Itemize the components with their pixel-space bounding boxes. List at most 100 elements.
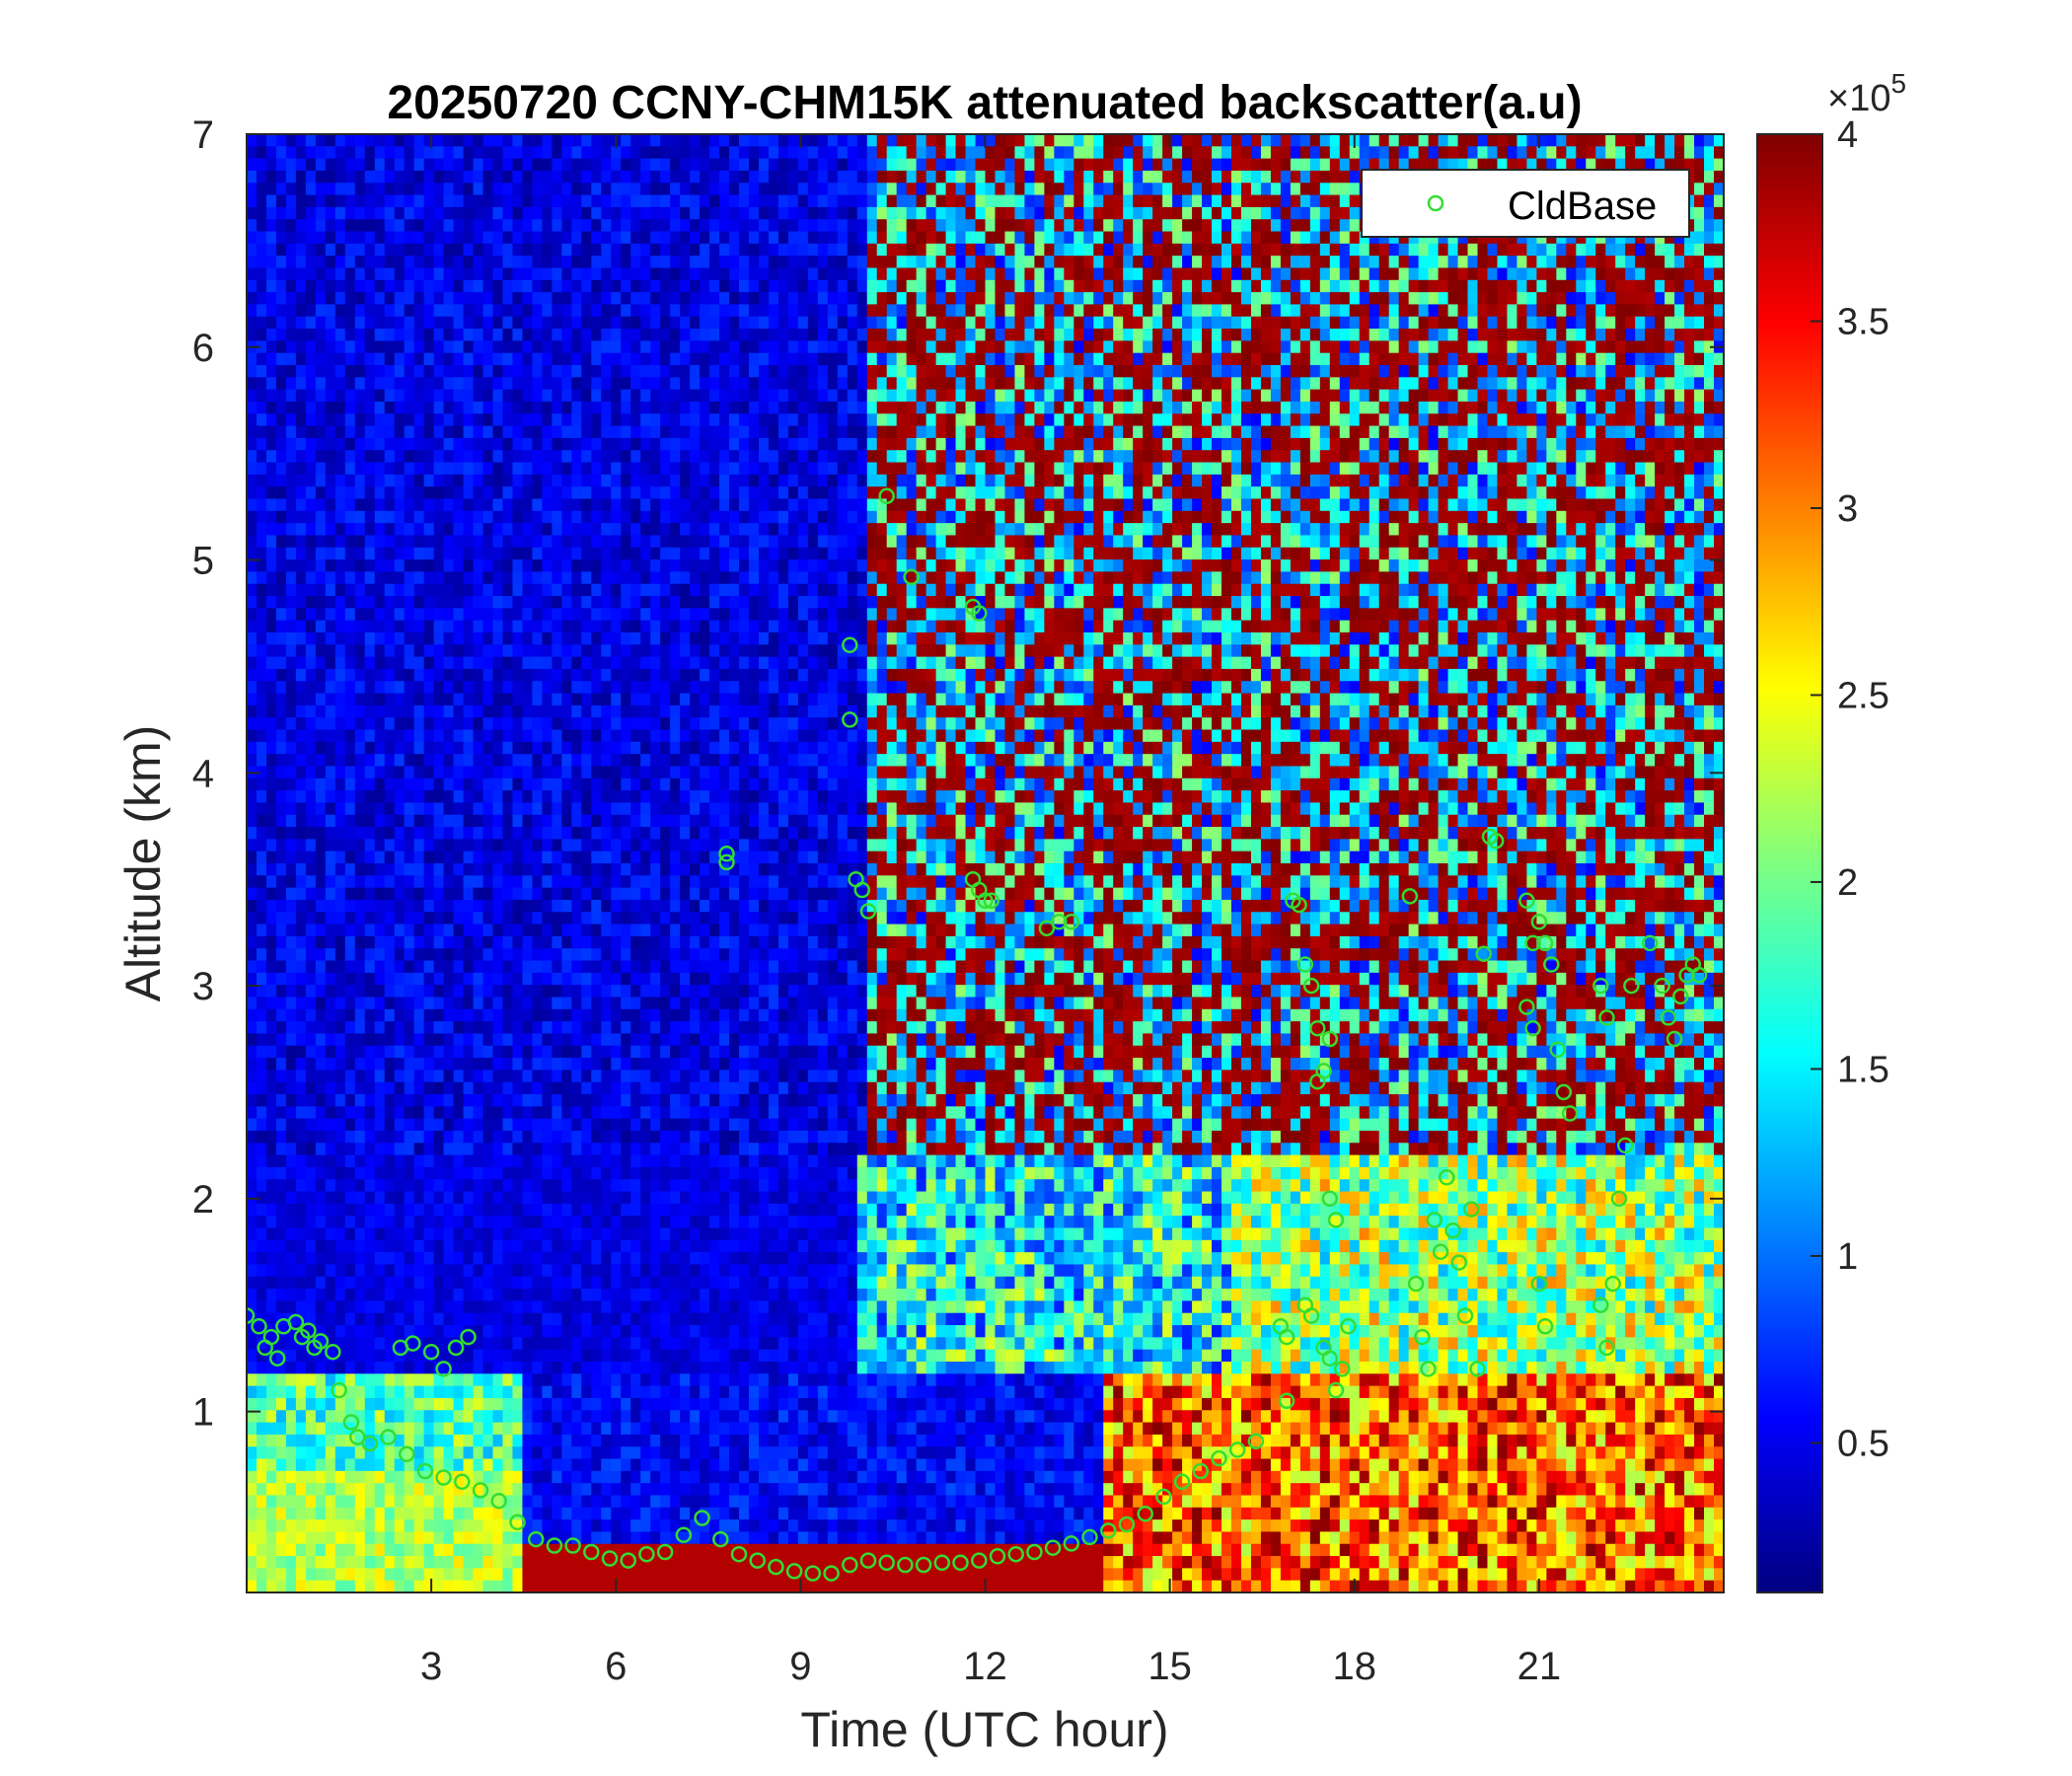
heatmap-cell	[247, 1568, 258, 1581]
heatmap-cell	[552, 1058, 562, 1071]
heatmap-cell	[542, 413, 553, 426]
heatmap-cell	[591, 827, 602, 840]
heatmap-cell	[444, 1106, 455, 1119]
heatmap-cell	[621, 1082, 631, 1095]
heatmap-cell	[474, 304, 484, 317]
heatmap-cell	[375, 1240, 386, 1253]
heatmap-cell	[296, 1423, 307, 1436]
heatmap-cell	[385, 535, 396, 548]
heatmap-cell	[316, 1167, 327, 1180]
heatmap-cell	[385, 1070, 396, 1082]
heatmap-cell	[571, 1033, 582, 1046]
heatmap-cell	[650, 973, 661, 986]
heatmap-cell	[601, 219, 612, 232]
heatmap-cell	[581, 1300, 592, 1313]
heatmap-cell	[345, 146, 356, 159]
heatmap-cell	[345, 596, 356, 609]
heatmap-cell	[355, 402, 366, 414]
heatmap-cell	[306, 1046, 317, 1059]
heatmap-cell	[464, 475, 475, 487]
heatmap-cell	[326, 1398, 336, 1411]
heatmap-cell	[601, 475, 612, 487]
heatmap-cell	[571, 742, 582, 755]
heatmap-cell	[571, 1264, 582, 1277]
heatmap-cell	[483, 1264, 494, 1277]
heatmap-cell	[444, 1398, 455, 1411]
heatmap-cell	[474, 486, 484, 499]
heatmap-cell	[542, 900, 553, 913]
heatmap-cell	[306, 438, 317, 451]
heatmap-cell	[444, 948, 455, 961]
heatmap-cell	[630, 256, 641, 268]
heatmap-cell	[601, 705, 612, 718]
heatmap-cell	[601, 1264, 612, 1277]
heatmap-cell	[483, 280, 494, 293]
heatmap-cell	[266, 1167, 277, 1180]
heatmap-cell	[483, 219, 494, 232]
heatmap-cell	[483, 1106, 494, 1119]
heatmap-cell	[375, 1386, 386, 1399]
heatmap-cell	[532, 1386, 543, 1399]
heatmap-cell	[316, 608, 327, 621]
heatmap-cell	[414, 900, 425, 913]
heatmap-cell	[385, 1155, 396, 1168]
heatmap-cell	[365, 486, 376, 499]
heatmap-cell	[296, 815, 307, 828]
heatmap-cell	[474, 596, 484, 609]
heatmap-cell	[581, 1495, 592, 1508]
heatmap-cell	[552, 1568, 562, 1581]
heatmap-cell	[561, 888, 572, 901]
heatmap-cell	[542, 377, 553, 390]
heatmap-cell	[286, 717, 297, 730]
heatmap-cell	[561, 778, 572, 791]
heatmap-cell	[630, 1289, 641, 1301]
heatmap-cell	[326, 778, 336, 791]
heatmap-cell	[621, 839, 631, 851]
heatmap-cell	[601, 1179, 612, 1192]
heatmap-cell	[522, 292, 533, 305]
heatmap-cell	[650, 377, 661, 390]
heatmap-cell	[286, 195, 297, 208]
heatmap-cell	[424, 195, 435, 208]
heatmap-cell	[306, 1264, 317, 1277]
heatmap-cell	[306, 292, 317, 305]
heatmap-cell	[532, 1131, 543, 1144]
heatmap-cell	[454, 1435, 465, 1447]
heatmap-cell	[483, 997, 494, 1009]
heatmap-cell	[326, 1495, 336, 1508]
heatmap-cell	[365, 681, 376, 694]
heatmap-cell	[454, 1459, 465, 1472]
heatmap-cell	[444, 936, 455, 949]
heatmap-cell	[434, 353, 445, 366]
heatmap-cell	[355, 475, 366, 487]
heatmap-cell	[474, 1192, 484, 1205]
heatmap-cell	[542, 256, 553, 268]
heatmap-cell	[532, 900, 543, 913]
heatmap-cell	[385, 1531, 396, 1544]
heatmap-cell	[247, 1046, 258, 1059]
heatmap-cell	[365, 717, 376, 730]
heatmap-cell	[601, 694, 612, 706]
heatmap-cell	[434, 1423, 445, 1436]
heatmap-cell	[385, 511, 396, 524]
heatmap-cell	[552, 523, 562, 536]
heatmap-cell	[335, 644, 346, 657]
heatmap-cell	[355, 1398, 366, 1411]
heatmap-cell	[276, 159, 287, 172]
heatmap-cell	[474, 1240, 484, 1253]
heatmap-cell	[591, 1325, 602, 1338]
heatmap-cell	[266, 851, 277, 864]
heatmap-cell	[601, 159, 612, 172]
heatmap-cell	[542, 159, 553, 172]
heatmap-cell	[355, 1531, 366, 1544]
heatmap-cell	[630, 851, 641, 864]
heatmap-cell	[502, 961, 513, 974]
heatmap-cell	[276, 523, 287, 536]
heatmap-cell	[444, 839, 455, 851]
heatmap-cell	[483, 936, 494, 949]
heatmap-cell	[591, 863, 602, 876]
heatmap-cell	[424, 1300, 435, 1313]
heatmap-cell	[542, 997, 553, 1009]
heatmap-cell	[345, 1082, 356, 1095]
heatmap-cell	[414, 948, 425, 961]
